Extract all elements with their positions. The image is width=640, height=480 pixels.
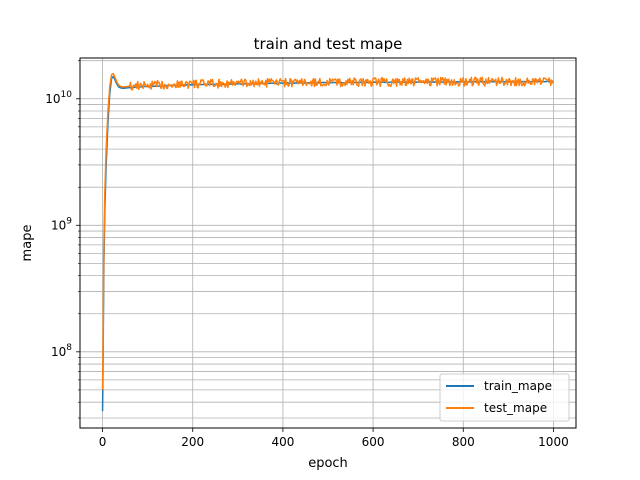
y-tick-label: 109 [51,216,72,232]
axes-frame [79,57,577,429]
y-tick-label: 108 [51,343,72,359]
x-tick-label: 600 [362,435,385,449]
legend-label-train: train_mape [484,379,552,393]
x-tick-label: 200 [181,435,204,449]
legend: train_mape test_mape [439,373,570,422]
legend-label-test: test_mape [484,401,547,415]
y-tick-label: 1010 [45,90,72,106]
grid [80,58,576,428]
series-line-test-mape [101,72,554,390]
series-layer [101,72,554,412]
x-tick-label: 1000 [538,435,569,449]
x-tick-label: 0 [99,435,107,449]
x-tick-label: 800 [452,435,475,449]
x-axis-label: epoch [308,456,348,471]
y-axis-label: mape [20,225,35,262]
x-tick-label: 400 [271,435,294,449]
ticks: 0 200 400 600 800 1000 108 109 1010 [45,60,569,449]
chart-title: train and test mape [254,35,403,53]
